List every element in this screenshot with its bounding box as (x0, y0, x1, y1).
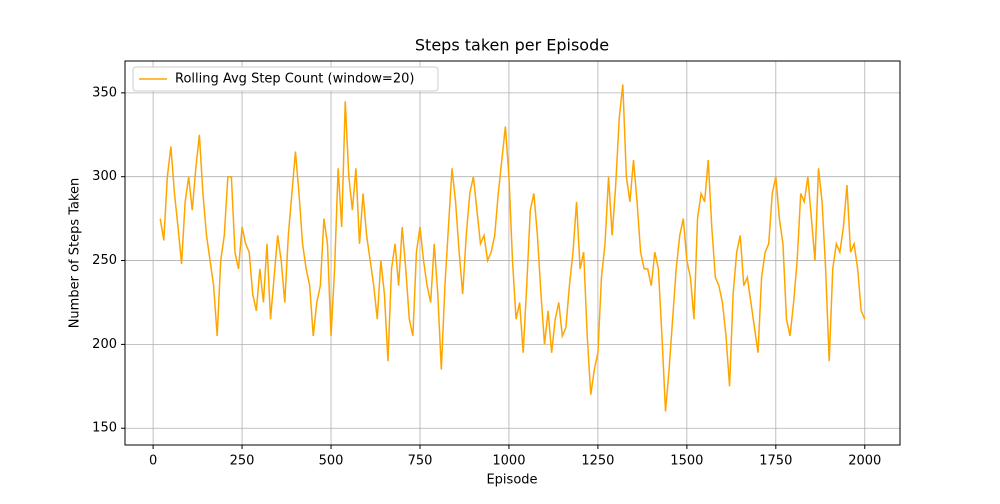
y-tick-label: 250 (92, 253, 117, 268)
data-line (159, 84, 866, 412)
x-tick-label: 250 (230, 454, 255, 469)
x-axis-label: Episode (486, 473, 537, 488)
y-axis-label: Number of Steps Taken (68, 178, 83, 329)
plot-area (159, 84, 866, 412)
y-tick-label: 300 (92, 169, 117, 184)
x-tick-label: 1000 (492, 454, 525, 469)
y-tick-label: 150 (92, 421, 117, 436)
axes-frame (124, 60, 901, 446)
legend-box (132, 66, 439, 92)
x-tick-label: 1250 (581, 454, 614, 469)
legend-label: Rolling Avg Step Count (window=20) (175, 72, 414, 87)
grid (125, 61, 900, 445)
x-tick-label: 1750 (759, 454, 792, 469)
y-tick-label: 200 (92, 337, 117, 352)
x-tick-label: 0 (149, 454, 157, 469)
y-tick-label: 350 (92, 85, 117, 100)
x-tick-label: 750 (408, 454, 433, 469)
legend: Rolling Avg Step Count (window=20) (132, 66, 439, 92)
x-tick-label: 1500 (670, 454, 703, 469)
chart-title: Steps taken per Episode (415, 36, 609, 55)
x-tick-label: 500 (319, 454, 344, 469)
x-tick-label: 2000 (848, 454, 881, 469)
